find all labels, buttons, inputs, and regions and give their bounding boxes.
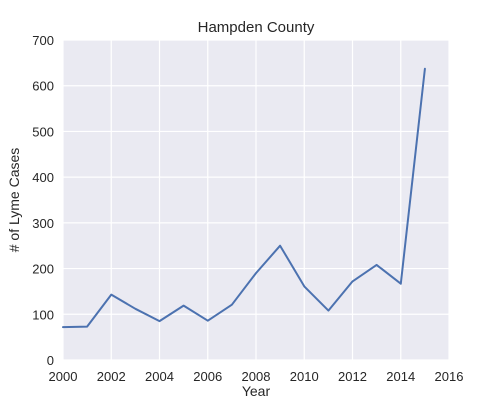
x-tick-label: 2002 xyxy=(97,369,126,384)
x-tick-label: 2016 xyxy=(435,369,464,384)
data-point xyxy=(398,281,403,286)
y-tick-label: 500 xyxy=(32,124,54,139)
data-point xyxy=(254,271,259,276)
x-tick-label: 2014 xyxy=(386,369,415,384)
x-tick-label: 2000 xyxy=(49,369,78,384)
x-tick-label: 2008 xyxy=(242,369,271,384)
data-point xyxy=(205,318,210,323)
y-tick-label: 300 xyxy=(32,216,54,231)
data-point xyxy=(422,66,427,71)
y-tick-label: 600 xyxy=(32,79,54,94)
data-point xyxy=(109,292,114,297)
data-point xyxy=(181,303,186,308)
x-tick-label: 2006 xyxy=(193,369,222,384)
x-tick-label: 2012 xyxy=(338,369,367,384)
y-tick-label: 100 xyxy=(32,307,54,322)
data-point xyxy=(61,325,66,330)
x-tick-label: 2010 xyxy=(290,369,319,384)
y-tick-label: 200 xyxy=(32,262,54,277)
x-axis-ticks: 2000 2002 2004 2006 2008 2010 2012 2014 2016 xyxy=(49,369,464,384)
y-axis-ticks: 0 100 200 300 400 500 600 700 xyxy=(32,33,54,368)
data-point xyxy=(302,284,307,289)
y-axis-label: # of Lyme Cases xyxy=(6,148,22,253)
data-point xyxy=(133,306,138,311)
data-point xyxy=(278,243,283,248)
data-point xyxy=(374,262,379,267)
y-tick-label: 700 xyxy=(32,33,54,48)
data-point xyxy=(229,302,234,307)
x-axis-label: Year xyxy=(242,383,271,399)
y-tick-label: 400 xyxy=(32,170,54,185)
x-tick-label: 2004 xyxy=(145,369,174,384)
data-point xyxy=(85,324,90,329)
data-point xyxy=(157,319,162,324)
data-point xyxy=(350,279,355,284)
chart-title: Hampden County xyxy=(198,19,315,36)
data-point xyxy=(326,308,331,313)
y-tick-label: 0 xyxy=(47,353,54,368)
